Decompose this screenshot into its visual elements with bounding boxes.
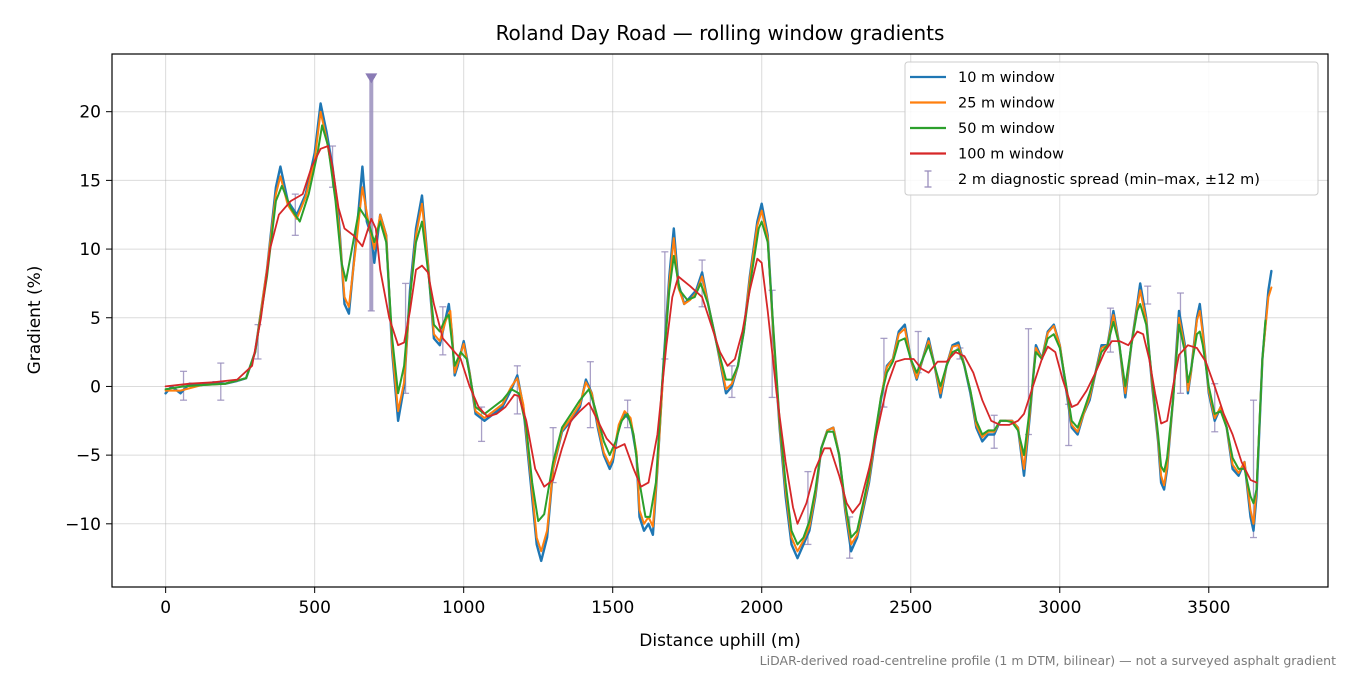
legend-label: 10 m window	[958, 70, 1055, 86]
x-axis-ticks: 0 500 1000 1500 2000 2500 3000 3500	[160, 587, 1230, 618]
series-group	[164, 102, 1273, 563]
x-tick-label: 1000	[442, 598, 485, 618]
x-tick-label: 1500	[591, 598, 634, 618]
x-tick-label: 0	[160, 598, 171, 618]
x-tick-label: 500	[298, 598, 330, 618]
series-line-3	[164, 124, 1267, 546]
x-axis-label: Distance uphill (m)	[639, 631, 800, 651]
plot-frame	[111, 53, 1329, 588]
y-tick-label: 15	[79, 171, 101, 191]
y-tick-label: −5	[76, 446, 101, 466]
x-tick-label: 3500	[1187, 598, 1230, 618]
legend-label: 50 m window	[958, 121, 1055, 137]
footnote: LiDAR-derived road-centreline profile (1…	[760, 653, 1336, 668]
legend-box	[904, 61, 1319, 196]
y-axis-label: Gradient (%)	[25, 266, 45, 375]
clipped-marker	[365, 73, 378, 84]
x-tick-label: 2500	[889, 598, 932, 618]
y-tick-label: 20	[79, 103, 101, 123]
y-tick-label: 5	[90, 309, 101, 329]
error-bar	[1176, 292, 1184, 394]
legend-label: 100 m window	[958, 147, 1064, 163]
x-tick-label: 3000	[1038, 598, 1081, 618]
chart-title: Roland Day Road — rolling window gradien…	[496, 21, 945, 45]
y-tick-label: 0	[90, 377, 101, 397]
legend-errorbar-swatch	[924, 170, 932, 188]
legend: 10 m window 25 m window 50 m window 100 m w…	[904, 61, 1319, 196]
legend-label: 25 m window	[958, 96, 1055, 112]
y-axis-ticks: −10 −5 0 5 10 15 20	[65, 103, 112, 535]
legend-label: 2 m diagnostic spread (min–max, ±12 m)	[958, 172, 1260, 188]
x-tick-label: 2000	[740, 598, 783, 618]
y-tick-label: 10	[79, 240, 101, 260]
error-bar	[1211, 383, 1219, 433]
legend-items: 10 m window 25 m window 50 m window 100 m w…	[910, 70, 1260, 188]
error-bar	[513, 365, 521, 415]
y-tick-label: −10	[65, 515, 101, 535]
series-line-4	[164, 145, 1258, 525]
error-bar	[1144, 285, 1152, 305]
